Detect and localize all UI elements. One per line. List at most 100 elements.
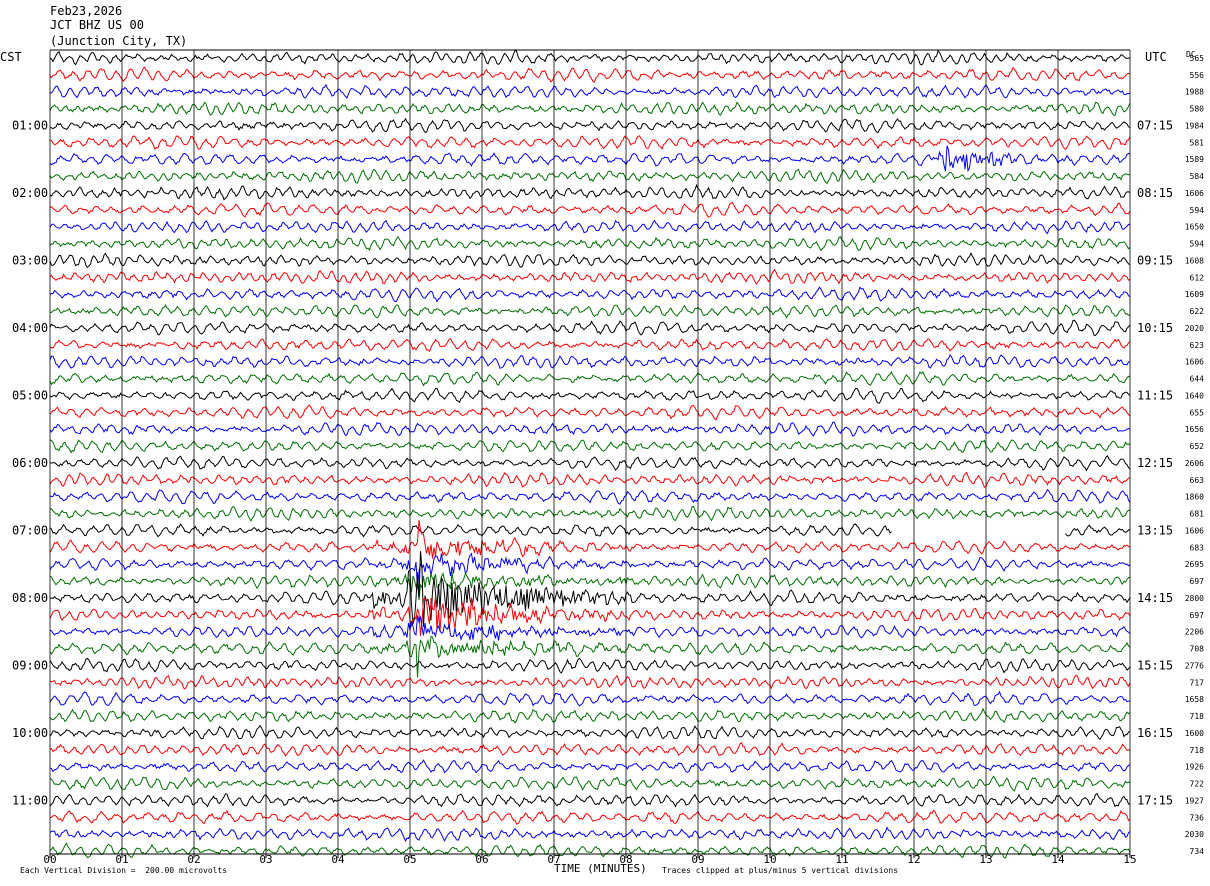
trace-row-38 (49, 690, 1131, 707)
trace-row-10 (49, 219, 1131, 235)
left-hour-label-0: 01:00 (12, 119, 48, 133)
x-tick-label-3: 03 (259, 853, 272, 866)
trace-row-39 (49, 707, 1131, 724)
dc-value-row-6: 1589 (1185, 155, 1204, 164)
left-hour-label-3: 04:00 (12, 321, 48, 335)
trace-row-23 (49, 439, 1131, 454)
x-axis-label: TIME (MINUTES) (554, 862, 647, 875)
left-hour-label-4: 05:00 (12, 388, 48, 402)
dc-value-row-3: 580 (1190, 105, 1205, 114)
trace-row-34 (49, 615, 1131, 642)
dc-value-row-16: 2020 (1185, 324, 1204, 333)
trace-row-31 (49, 571, 1131, 600)
trace-row-40 (49, 724, 1131, 741)
dc-value-row-23: 652 (1190, 442, 1205, 451)
dc-value-row-39: 718 (1190, 712, 1205, 721)
right-hour-label-8: 15:15 (1137, 658, 1173, 672)
dc-value-row-8: 1606 (1185, 189, 1204, 198)
dc-value-row-33: 697 (1190, 611, 1205, 620)
trace-row-29 (49, 520, 1131, 559)
trace-row-32 (49, 551, 1131, 627)
trace-row-1 (49, 66, 1131, 83)
left-hour-label-1: 02:00 (12, 186, 48, 200)
right-hour-label-5: 12:15 (1137, 456, 1173, 470)
trace-row-7 (49, 168, 1130, 185)
dc-value-row-24: 2606 (1185, 459, 1204, 468)
trace-row-16 (49, 319, 1131, 337)
x-tick-label-13: 13 (979, 853, 992, 866)
trace-row-28 (49, 523, 1131, 538)
dc-value-row-41: 718 (1190, 746, 1205, 755)
trace-row-17 (49, 338, 1131, 353)
station-code: JCT BHZ US 00 (50, 18, 144, 32)
dc-value-row-34: 2206 (1185, 628, 1204, 637)
dc-value-row-7: 584 (1190, 172, 1205, 181)
dc-header: DC (1186, 50, 1196, 59)
dc-value-row-21: 655 (1190, 408, 1205, 417)
trace-row-46 (49, 826, 1131, 843)
trace-row-45 (49, 809, 1131, 825)
trace-row-41 (49, 741, 1131, 757)
right-hour-label-10: 17:15 (1137, 793, 1173, 807)
dc-value-row-5: 581 (1190, 138, 1205, 147)
left-hour-label-8: 09:00 (12, 658, 48, 672)
dc-value-row-22: 1656 (1185, 425, 1204, 434)
x-tick-label-14: 14 (1051, 853, 1065, 866)
trace-row-30 (49, 552, 1131, 589)
x-tick-label-10: 10 (763, 853, 776, 866)
right-hour-label-4: 11:15 (1137, 388, 1173, 402)
dc-value-row-12: 1608 (1185, 257, 1204, 266)
dc-value-row-47: 734 (1190, 847, 1205, 856)
trace-layer (49, 49, 1131, 859)
trace-row-24 (49, 454, 1131, 472)
x-tick-label-7: 07 (547, 853, 560, 866)
left-hour-label-2: 03:00 (12, 254, 48, 268)
dc-value-row-40: 1600 (1185, 729, 1204, 738)
dc-value-row-36: 2776 (1185, 661, 1204, 670)
right-hour-label-6: 13:15 (1137, 523, 1173, 537)
trace-row-22 (49, 421, 1131, 437)
trace-row-20 (49, 387, 1131, 404)
dc-value-row-20: 1640 (1185, 391, 1204, 400)
trace-row-0 (49, 49, 1131, 66)
trace-row-25 (49, 471, 1131, 489)
dc-value-row-30: 2695 (1185, 560, 1204, 569)
trace-row-2 (49, 83, 1131, 99)
trace-row-9 (49, 201, 1131, 218)
dc-value-row-15: 622 (1190, 307, 1205, 316)
x-tick-label-5: 05 (403, 853, 416, 866)
right-hour-label-0: 07:15 (1137, 119, 1173, 133)
trace-row-47 (49, 842, 1131, 859)
right-hour-label-7: 14:15 (1137, 591, 1173, 605)
trace-row-33 (49, 596, 1131, 636)
left-hour-label-10: 11:00 (12, 793, 48, 807)
dc-value-row-46: 2030 (1185, 830, 1204, 839)
trace-row-35 (49, 635, 1131, 678)
dc-value-row-11: 594 (1190, 240, 1205, 249)
trace-row-5 (50, 135, 1131, 151)
trace-row-8 (49, 183, 1131, 201)
dc-value-row-38: 1658 (1185, 695, 1204, 704)
trace-row-26 (49, 488, 1131, 505)
dc-value-row-29: 683 (1190, 543, 1205, 552)
trace-row-19 (49, 371, 1131, 387)
dc-value-row-26: 1860 (1185, 493, 1204, 502)
dc-value-row-37: 717 (1190, 678, 1205, 687)
dc-value-row-10: 1650 (1185, 223, 1204, 232)
left-hour-label-6: 07:00 (12, 523, 48, 537)
left-timezone: CST (0, 50, 22, 64)
dc-value-row-25: 663 (1190, 476, 1205, 485)
dc-value-row-13: 612 (1190, 273, 1205, 282)
dc-value-row-9: 594 (1190, 206, 1205, 215)
x-tick-label-15: 15 (1123, 853, 1136, 866)
trace-row-37 (49, 674, 1131, 690)
x-tick-label-8: 08 (619, 853, 632, 866)
trace-row-15 (49, 304, 1131, 319)
dc-value-row-1: 556 (1190, 71, 1205, 80)
dc-value-row-18: 1606 (1185, 358, 1204, 367)
trace-row-18 (49, 354, 1130, 369)
trace-row-4 (49, 117, 1131, 134)
x-tick-label-1: 01 (115, 853, 128, 866)
dc-value-row-14: 1609 (1185, 290, 1204, 299)
x-tick-label-2: 02 (187, 853, 200, 866)
